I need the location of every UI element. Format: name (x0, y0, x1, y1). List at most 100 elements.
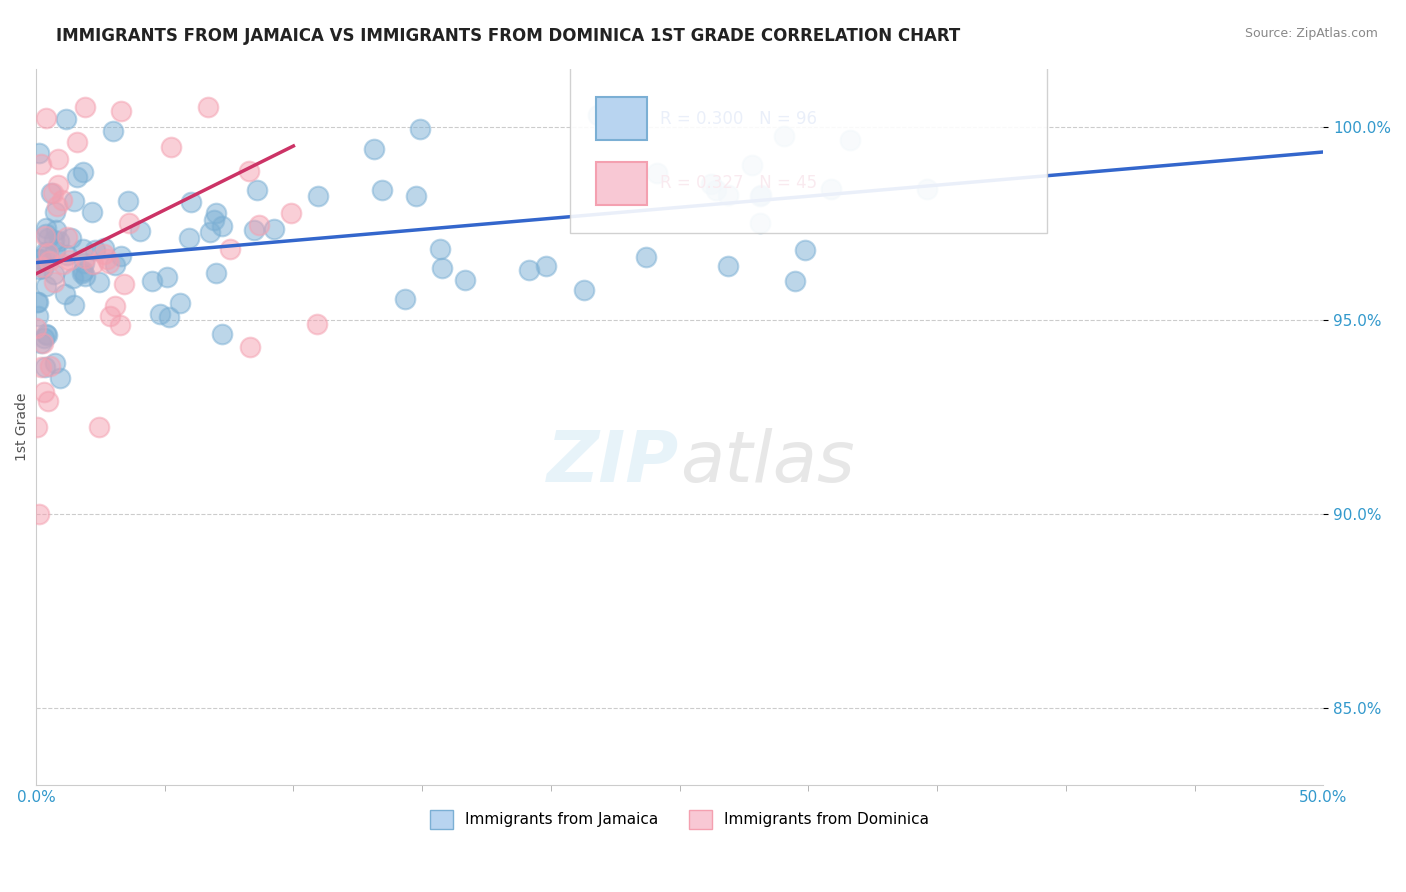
Point (405, 189, 427, 203)
Point (25, 295, 48, 310)
Point (454, 273, 477, 287)
Point (30, 336, 52, 351)
Point (394, 292, 416, 306)
Point (82, 257, 104, 271)
Point (110, 249, 132, 263)
Text: R = 0.327   N = 45: R = 0.327 N = 45 (661, 174, 817, 192)
Point (104, 299, 127, 313)
Point (93, 241, 115, 255)
Point (534, 259, 557, 273)
Point (238, 163, 260, 178)
Point (73, 268, 96, 283)
Point (97, 256, 120, 270)
Legend: Immigrants from Jamaica, Immigrants from Dominica: Immigrants from Jamaica, Immigrants from… (425, 804, 935, 835)
Point (159, 139, 181, 153)
Point (202, 212, 225, 227)
Point (519, 263, 541, 277)
Point (55, 230, 77, 244)
Point (148, 307, 170, 321)
Point (84, 244, 107, 258)
Point (820, 182, 842, 196)
Point (42, 233, 65, 247)
Point (239, 340, 262, 354)
Point (80, 205, 103, 219)
Point (773, 128, 796, 143)
Text: Source: ZipAtlas.com: Source: ZipAtlas.com (1244, 27, 1378, 40)
Point (45, 223, 67, 237)
Point (55, 112, 77, 126)
Point (25, 321, 48, 335)
Y-axis label: 1st Grade: 1st Grade (15, 392, 30, 461)
Point (177, 230, 200, 244)
Point (246, 182, 269, 196)
Text: ZIP: ZIP (547, 428, 679, 497)
Point (93, 247, 115, 261)
Point (62, 271, 84, 285)
Point (572, 283, 595, 297)
Point (44, 244, 66, 258)
Point (37, 231, 59, 245)
Point (30, 156, 52, 170)
Point (37, 245, 59, 260)
Point (783, 274, 806, 288)
Point (205, 267, 228, 281)
Point (89, 275, 111, 289)
Point (34, 385, 56, 400)
Point (56, 248, 79, 262)
Point (34, 227, 56, 242)
Point (49, 371, 72, 385)
Point (31, 260, 53, 275)
Point (645, 166, 668, 180)
Point (141, 274, 163, 288)
Point (52, 257, 75, 271)
Point (118, 216, 141, 230)
Point (243, 223, 266, 237)
Point (108, 318, 131, 333)
Point (717, 188, 740, 202)
Point (66, 135, 89, 149)
Point (370, 183, 392, 197)
Point (363, 142, 385, 156)
Point (46, 152, 69, 166)
Point (37, 394, 59, 409)
Point (38, 254, 60, 268)
Point (73, 100, 96, 114)
Point (45, 199, 67, 213)
Point (51, 193, 73, 207)
Point (198, 225, 221, 239)
Point (793, 244, 815, 258)
Point (409, 121, 432, 136)
Point (430, 261, 453, 276)
Point (117, 194, 139, 208)
Point (27, 309, 49, 323)
Point (839, 133, 862, 147)
Point (25, 420, 48, 434)
Point (39, 359, 62, 373)
Point (41, 186, 63, 201)
Point (27, 294, 49, 309)
Point (70, 267, 93, 281)
Point (717, 259, 740, 273)
Point (112, 277, 135, 291)
Point (28, 145, 51, 160)
Point (34, 229, 56, 244)
FancyBboxPatch shape (571, 54, 1046, 234)
Point (219, 242, 242, 256)
Point (180, 194, 202, 209)
Point (749, 216, 772, 230)
Point (75, 251, 97, 265)
Point (30, 359, 52, 374)
Point (58, 253, 80, 268)
Point (62, 298, 84, 312)
Point (211, 327, 233, 342)
Point (96, 252, 118, 266)
Point (31, 260, 53, 274)
Point (429, 242, 451, 256)
Point (156, 269, 179, 284)
Point (63, 194, 86, 209)
Point (280, 205, 302, 219)
Point (53, 287, 76, 301)
Point (704, 183, 727, 197)
Point (307, 188, 329, 202)
Point (89, 420, 111, 434)
